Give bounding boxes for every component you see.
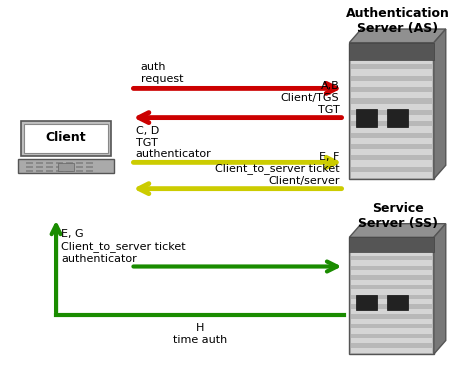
FancyBboxPatch shape xyxy=(351,299,432,304)
FancyBboxPatch shape xyxy=(56,162,63,164)
FancyBboxPatch shape xyxy=(86,166,93,168)
FancyBboxPatch shape xyxy=(46,162,53,164)
FancyBboxPatch shape xyxy=(387,109,409,127)
FancyBboxPatch shape xyxy=(387,295,409,310)
FancyBboxPatch shape xyxy=(356,109,377,127)
Text: Client: Client xyxy=(46,131,86,144)
Text: E, F
Client_to_server ticket
Client/server: E, F Client_to_server ticket Client/serv… xyxy=(215,151,339,186)
Text: C, D
TGT
authenticator: C, D TGT authenticator xyxy=(136,126,211,159)
FancyBboxPatch shape xyxy=(351,338,432,344)
Polygon shape xyxy=(434,29,446,179)
FancyBboxPatch shape xyxy=(76,162,83,164)
FancyBboxPatch shape xyxy=(351,92,432,98)
FancyBboxPatch shape xyxy=(351,260,432,266)
FancyBboxPatch shape xyxy=(36,162,43,164)
FancyBboxPatch shape xyxy=(351,115,432,121)
FancyBboxPatch shape xyxy=(351,81,432,87)
FancyBboxPatch shape xyxy=(351,172,432,178)
FancyBboxPatch shape xyxy=(351,126,432,132)
Polygon shape xyxy=(434,224,446,354)
FancyBboxPatch shape xyxy=(46,166,53,168)
FancyBboxPatch shape xyxy=(351,250,432,256)
Polygon shape xyxy=(349,29,446,43)
FancyBboxPatch shape xyxy=(26,170,33,172)
Text: E, G
Client_to_server ticket
authenticator: E, G Client_to_server ticket authenticat… xyxy=(61,229,186,264)
Polygon shape xyxy=(349,224,446,237)
FancyBboxPatch shape xyxy=(351,149,432,155)
FancyBboxPatch shape xyxy=(46,170,53,172)
FancyBboxPatch shape xyxy=(351,160,432,167)
FancyBboxPatch shape xyxy=(356,295,377,310)
FancyBboxPatch shape xyxy=(56,170,63,172)
FancyBboxPatch shape xyxy=(76,166,83,168)
FancyBboxPatch shape xyxy=(349,237,434,354)
FancyBboxPatch shape xyxy=(351,280,432,285)
FancyBboxPatch shape xyxy=(21,122,111,156)
Text: Authentication
Server (AS): Authentication Server (AS) xyxy=(346,7,449,35)
FancyBboxPatch shape xyxy=(26,166,33,168)
FancyBboxPatch shape xyxy=(36,166,43,168)
FancyBboxPatch shape xyxy=(351,328,432,334)
FancyBboxPatch shape xyxy=(66,166,73,168)
FancyBboxPatch shape xyxy=(349,43,434,179)
FancyBboxPatch shape xyxy=(76,170,83,172)
Text: H
time auth: H time auth xyxy=(173,323,228,345)
FancyBboxPatch shape xyxy=(58,163,74,171)
FancyBboxPatch shape xyxy=(36,170,43,172)
FancyBboxPatch shape xyxy=(349,43,434,60)
FancyBboxPatch shape xyxy=(351,309,432,314)
Text: auth
request: auth request xyxy=(141,62,183,84)
FancyBboxPatch shape xyxy=(351,103,432,110)
FancyBboxPatch shape xyxy=(18,159,114,173)
FancyBboxPatch shape xyxy=(26,162,33,164)
FancyBboxPatch shape xyxy=(351,319,432,324)
FancyBboxPatch shape xyxy=(66,170,73,172)
FancyBboxPatch shape xyxy=(86,162,93,164)
FancyBboxPatch shape xyxy=(86,170,93,172)
FancyBboxPatch shape xyxy=(351,138,432,144)
FancyBboxPatch shape xyxy=(351,69,432,76)
FancyBboxPatch shape xyxy=(351,241,432,246)
FancyBboxPatch shape xyxy=(351,58,432,65)
FancyBboxPatch shape xyxy=(66,162,73,164)
FancyBboxPatch shape xyxy=(349,237,434,253)
FancyBboxPatch shape xyxy=(56,166,63,168)
FancyBboxPatch shape xyxy=(24,125,108,153)
FancyBboxPatch shape xyxy=(351,47,432,53)
FancyBboxPatch shape xyxy=(351,289,432,295)
FancyBboxPatch shape xyxy=(351,270,432,275)
Text: A,B
Client/TGS
TGT: A,B Client/TGS TGT xyxy=(281,81,339,115)
FancyBboxPatch shape xyxy=(351,348,432,353)
Text: Service
Server (SS): Service Server (SS) xyxy=(357,201,438,229)
